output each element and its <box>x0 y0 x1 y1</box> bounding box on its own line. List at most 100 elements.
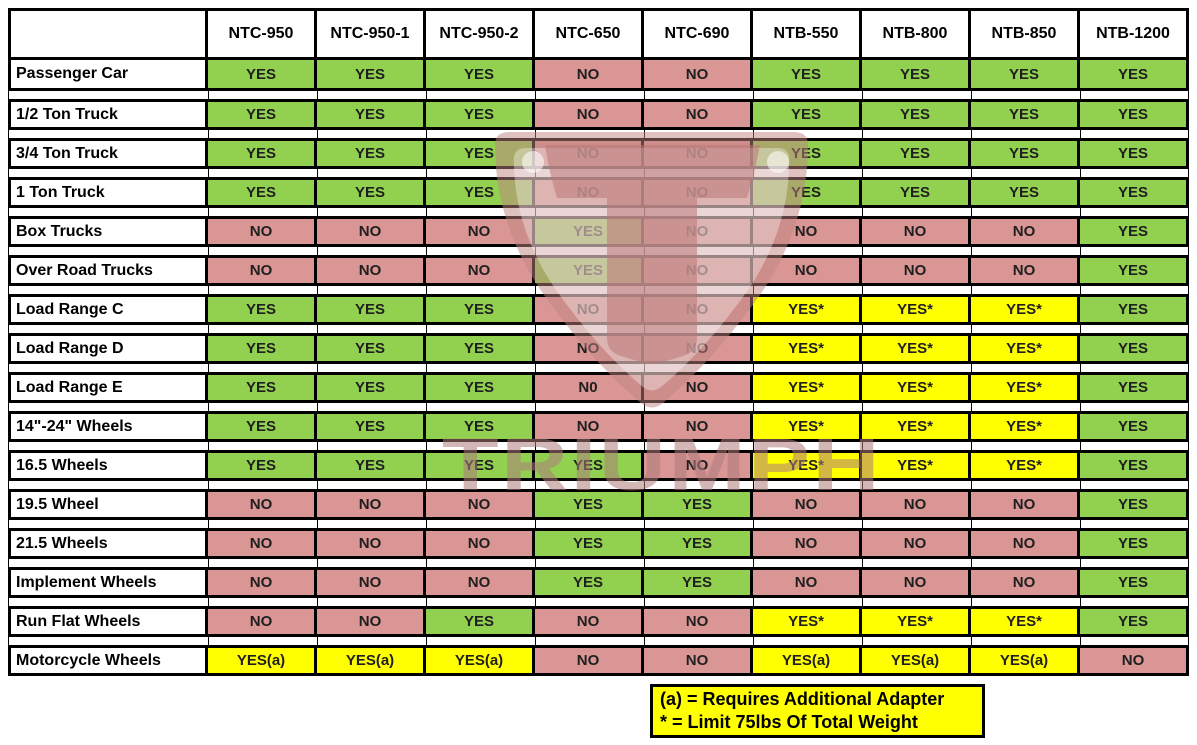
legend-note-weight: * = Limit 75lbs Of Total Weight <box>660 712 918 732</box>
row-spacer-cell <box>1080 481 1189 489</box>
compatibility-cell: YES <box>317 450 426 481</box>
row-spacer-cell <box>535 130 644 138</box>
compatibility-cell: NO <box>753 216 862 247</box>
compatibility-cell: YES* <box>862 333 971 364</box>
compatibility-cell: YES(a) <box>753 645 862 676</box>
row-spacer-cell <box>426 559 535 567</box>
row-spacer-cell <box>862 637 971 645</box>
row-label: Implement Wheels <box>8 567 208 598</box>
row-spacer <box>8 559 1189 567</box>
compatibility-cell: YES* <box>753 372 862 403</box>
column-header: NTB-1200 <box>1080 8 1189 60</box>
row-spacer-cell <box>862 481 971 489</box>
row-spacer-cell <box>535 364 644 372</box>
row-spacer-cell <box>971 637 1080 645</box>
compatibility-cell: YES <box>208 60 317 91</box>
compatibility-cell: NO <box>971 216 1080 247</box>
compatibility-cell: YES* <box>862 606 971 637</box>
row-spacer <box>8 286 1189 294</box>
compatibility-cell: YES <box>1080 216 1189 247</box>
row-spacer-cell <box>535 169 644 177</box>
row-spacer-cell <box>644 130 753 138</box>
compatibility-cell: NO <box>426 216 535 247</box>
compatibility-cell: NO <box>1080 645 1189 676</box>
compatibility-cell: NO <box>317 255 426 286</box>
row-spacer-cell <box>317 130 426 138</box>
compatibility-cell: YES* <box>753 333 862 364</box>
row-spacer-cell <box>317 403 426 411</box>
compatibility-cell: YES <box>1080 489 1189 520</box>
row-spacer-cell <box>644 637 753 645</box>
compatibility-cell: YES <box>208 138 317 169</box>
row-spacer-cell <box>644 325 753 333</box>
row-spacer-cell <box>426 208 535 216</box>
row-spacer-cell <box>753 169 862 177</box>
row-spacer-cell <box>971 559 1080 567</box>
row-spacer <box>8 637 1189 645</box>
row-spacer-cell <box>535 247 644 255</box>
compatibility-cell: YES <box>317 372 426 403</box>
compatibility-cell: YES <box>753 177 862 208</box>
column-header: NTC-690 <box>644 8 753 60</box>
row-spacer-cell <box>317 481 426 489</box>
row-spacer-cell <box>753 286 862 294</box>
compatibility-cell: NO <box>317 606 426 637</box>
compatibility-cell: YES <box>1080 138 1189 169</box>
table-row: 21.5 Wheels NO NO NO YES YES NO NO NO YES <box>8 528 1189 559</box>
compatibility-cell: NO <box>535 177 644 208</box>
row-spacer-cell <box>1080 130 1189 138</box>
row-spacer-cell <box>644 208 753 216</box>
compatibility-cell: NO <box>535 294 644 325</box>
row-spacer-cell <box>317 364 426 372</box>
row-spacer-cell <box>535 442 644 450</box>
compatibility-cell: YES <box>753 138 862 169</box>
compatibility-cell: NO <box>535 99 644 130</box>
row-spacer-cell <box>317 91 426 99</box>
compatibility-cell: YES <box>317 99 426 130</box>
compatibility-cell: YES <box>1080 528 1189 559</box>
row-spacer-cell <box>971 364 1080 372</box>
compatibility-cell: YES <box>971 99 1080 130</box>
row-label: 1 Ton Truck <box>8 177 208 208</box>
compatibility-cell: YES <box>426 177 535 208</box>
row-spacer-cell <box>8 325 208 333</box>
row-label: 21.5 Wheels <box>8 528 208 559</box>
compatibility-cell: NO <box>644 450 753 481</box>
compatibility-cell: YES <box>317 294 426 325</box>
row-spacer-cell <box>426 130 535 138</box>
compatibility-cell: YES <box>1080 450 1189 481</box>
row-spacer-cell <box>317 559 426 567</box>
compatibility-cell: YES* <box>971 606 1080 637</box>
row-spacer-cell <box>535 208 644 216</box>
compatibility-cell: NO <box>644 606 753 637</box>
compatibility-cell: YES <box>317 411 426 442</box>
row-label: 14"-24" Wheels <box>8 411 208 442</box>
compatibility-cell: NO <box>208 216 317 247</box>
compatibility-cell: YES* <box>753 450 862 481</box>
row-label: 3/4 Ton Truck <box>8 138 208 169</box>
row-spacer-cell <box>208 208 317 216</box>
compatibility-cell: YES <box>644 528 753 559</box>
table-row: 1 Ton Truck YES YES YES NO NO YES YES YES YES <box>8 177 1189 208</box>
row-spacer-cell <box>208 286 317 294</box>
compatibility-table: NTC-950 NTC-950-1 NTC-950-2 NTC-650 NTC-690 N… <box>8 8 1189 676</box>
row-spacer <box>8 481 1189 489</box>
column-header: NTB-550 <box>753 8 862 60</box>
row-spacer-cell <box>426 169 535 177</box>
row-spacer-cell <box>426 286 535 294</box>
row-spacer-cell <box>753 520 862 528</box>
row-spacer-cell <box>1080 403 1189 411</box>
row-spacer-cell <box>644 286 753 294</box>
compatibility-cell: YES* <box>971 450 1080 481</box>
row-spacer-cell <box>862 325 971 333</box>
row-spacer-cell <box>8 637 208 645</box>
compatibility-cell: NO <box>426 567 535 598</box>
compatibility-cell: YES <box>1080 60 1189 91</box>
row-spacer-cell <box>862 442 971 450</box>
compatibility-cell: YES <box>208 411 317 442</box>
compatibility-cell: NO <box>535 333 644 364</box>
column-header: NTC-950 <box>208 8 317 60</box>
compatibility-cell: YES <box>426 450 535 481</box>
row-spacer-cell <box>862 364 971 372</box>
row-spacer-cell <box>753 247 862 255</box>
